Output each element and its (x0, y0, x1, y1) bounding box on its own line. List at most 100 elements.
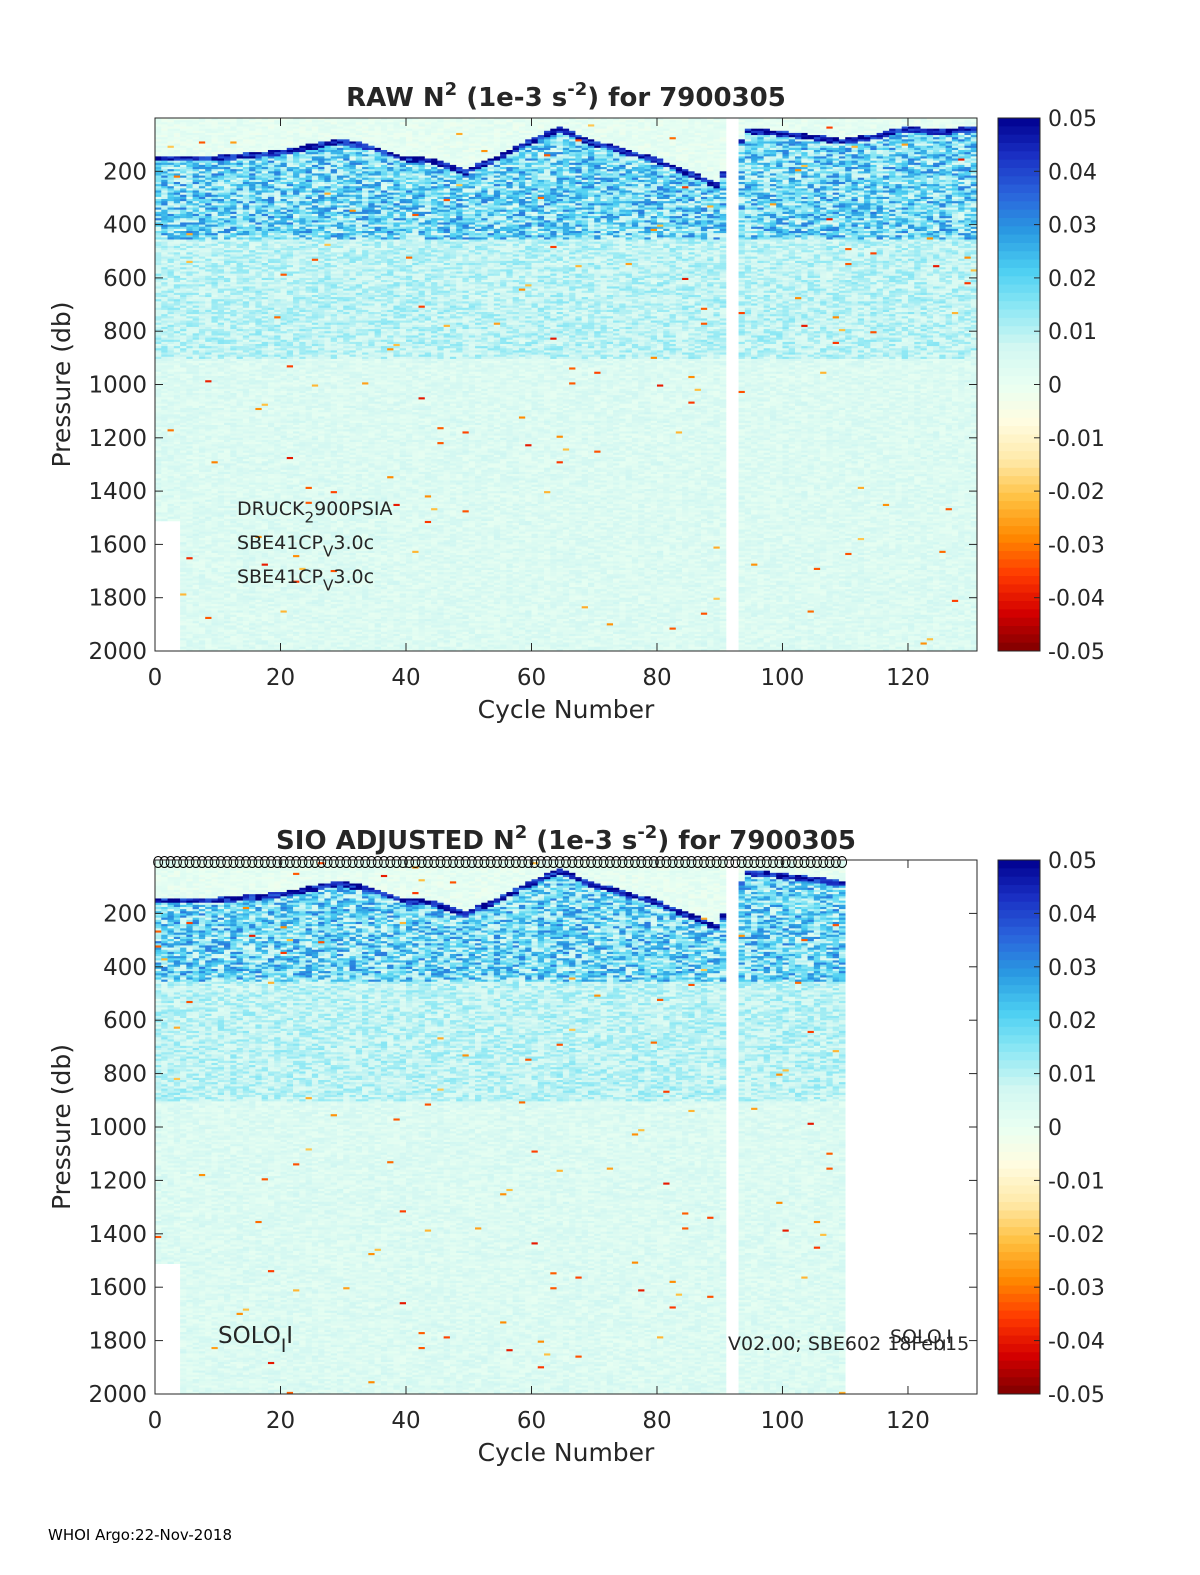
heatmap-cell (174, 173, 181, 175)
heatmap-cell (161, 466, 168, 468)
heatmap-cell (161, 367, 168, 369)
heatmap-cell (186, 585, 193, 587)
heatmap-cell (180, 442, 187, 444)
heatmap-cell (193, 259, 200, 261)
heatmap-cell (180, 628, 187, 630)
heatmap-cell (199, 463, 206, 465)
heatmap-cell (168, 188, 175, 190)
heatmap-cell (199, 489, 206, 491)
heatmap-cell (205, 214, 212, 216)
heatmap-cell (180, 604, 187, 606)
heatmap-cell (193, 638, 200, 640)
heatmap-cell (174, 141, 181, 143)
heatmap-cell (199, 436, 206, 438)
heatmap-cell (205, 135, 212, 137)
heatmap-cell (161, 231, 168, 233)
heatmap-cell (193, 321, 200, 323)
heatmap-cell (199, 423, 206, 425)
heatmap-cell (180, 246, 187, 248)
heatmap-cell (168, 463, 175, 465)
heatmap-cell (174, 312, 181, 314)
heatmap-cell (193, 459, 200, 461)
heatmap-cell (199, 634, 206, 636)
heatmap-cell (180, 478, 187, 480)
heatmap-cell (193, 376, 200, 378)
heatmap-cell (199, 193, 206, 195)
heatmap-cell (168, 129, 175, 131)
heatmap-cell (155, 483, 162, 485)
heatmap-cell (161, 131, 168, 133)
heatmap-cell (174, 431, 181, 433)
heatmap-cell (155, 393, 162, 395)
heatmap-cell (180, 338, 187, 340)
heatmap-cell (199, 429, 206, 431)
heatmap-cell (186, 576, 193, 578)
heatmap-cell (193, 278, 200, 280)
heatmap-cell (186, 278, 193, 280)
heatmap-cell (205, 440, 212, 442)
heatmap-cell (161, 218, 168, 220)
heatmap-cell (193, 335, 200, 337)
heatmap-cell (155, 466, 162, 468)
heatmap-cell (168, 442, 175, 444)
heatmap-cell (193, 468, 200, 470)
heatmap-cell (168, 237, 175, 239)
heatmap-cell (161, 508, 168, 510)
heatmap-cell (180, 218, 187, 220)
heatmap-cell (180, 474, 187, 476)
heatmap-cell (168, 466, 175, 468)
heatmap-cell (155, 431, 162, 433)
heatmap-cell (168, 370, 175, 372)
heatmap-cell (174, 519, 181, 521)
heatmap-cell (174, 378, 181, 380)
heatmap-cell (168, 314, 175, 316)
heatmap-cell (199, 506, 206, 508)
heatmap-cell (186, 242, 193, 244)
heatmap-cell (168, 269, 175, 271)
heatmap-cell (199, 527, 206, 529)
heatmap-cell (205, 370, 212, 372)
heatmap-cell (168, 408, 175, 410)
heatmap-cell (174, 227, 181, 229)
heatmap-cell (205, 444, 212, 446)
heatmap-cell (180, 491, 187, 493)
heatmap-cell (205, 412, 212, 414)
heatmap-cell (155, 408, 162, 410)
heatmap-cell (161, 227, 168, 229)
heatmap-cell (155, 478, 162, 480)
heatmap-cell (193, 408, 200, 410)
heatmap-cell (186, 263, 193, 265)
heatmap-cell (174, 272, 181, 274)
heatmap-cell (168, 333, 175, 335)
heatmap-cell (199, 453, 206, 455)
heatmap-cell (168, 137, 175, 139)
heatmap-cell (205, 468, 212, 470)
heatmap-cell (155, 286, 162, 288)
heatmap-cell (161, 502, 168, 504)
heatmap-cell (186, 335, 193, 337)
heatmap-cell (199, 233, 206, 235)
heatmap-cell (186, 372, 193, 374)
heatmap-cell (186, 133, 193, 135)
heatmap-cell (186, 137, 193, 139)
heatmap-cell (155, 212, 162, 214)
heatmap-cell (180, 231, 187, 233)
heatmap-cell (186, 410, 193, 412)
heatmap-cell (205, 120, 212, 122)
heatmap-cell (199, 549, 206, 551)
heatmap-cell (199, 310, 206, 312)
heatmap-cell (180, 410, 187, 412)
heatmap-cell (180, 399, 187, 401)
heatmap-cell (180, 184, 187, 186)
heatmap-cell (193, 630, 200, 632)
heatmap-cell (199, 186, 206, 188)
heatmap-cell (180, 617, 187, 619)
heatmap-cell (168, 193, 175, 195)
heatmap-cell (199, 165, 206, 167)
heatmap-cell (155, 282, 162, 284)
heatmap-cell (205, 190, 212, 192)
heatmap-cell (168, 310, 175, 312)
heatmap-cell (180, 517, 187, 519)
heatmap-cell (186, 536, 193, 538)
heatmap-cell (199, 139, 206, 141)
